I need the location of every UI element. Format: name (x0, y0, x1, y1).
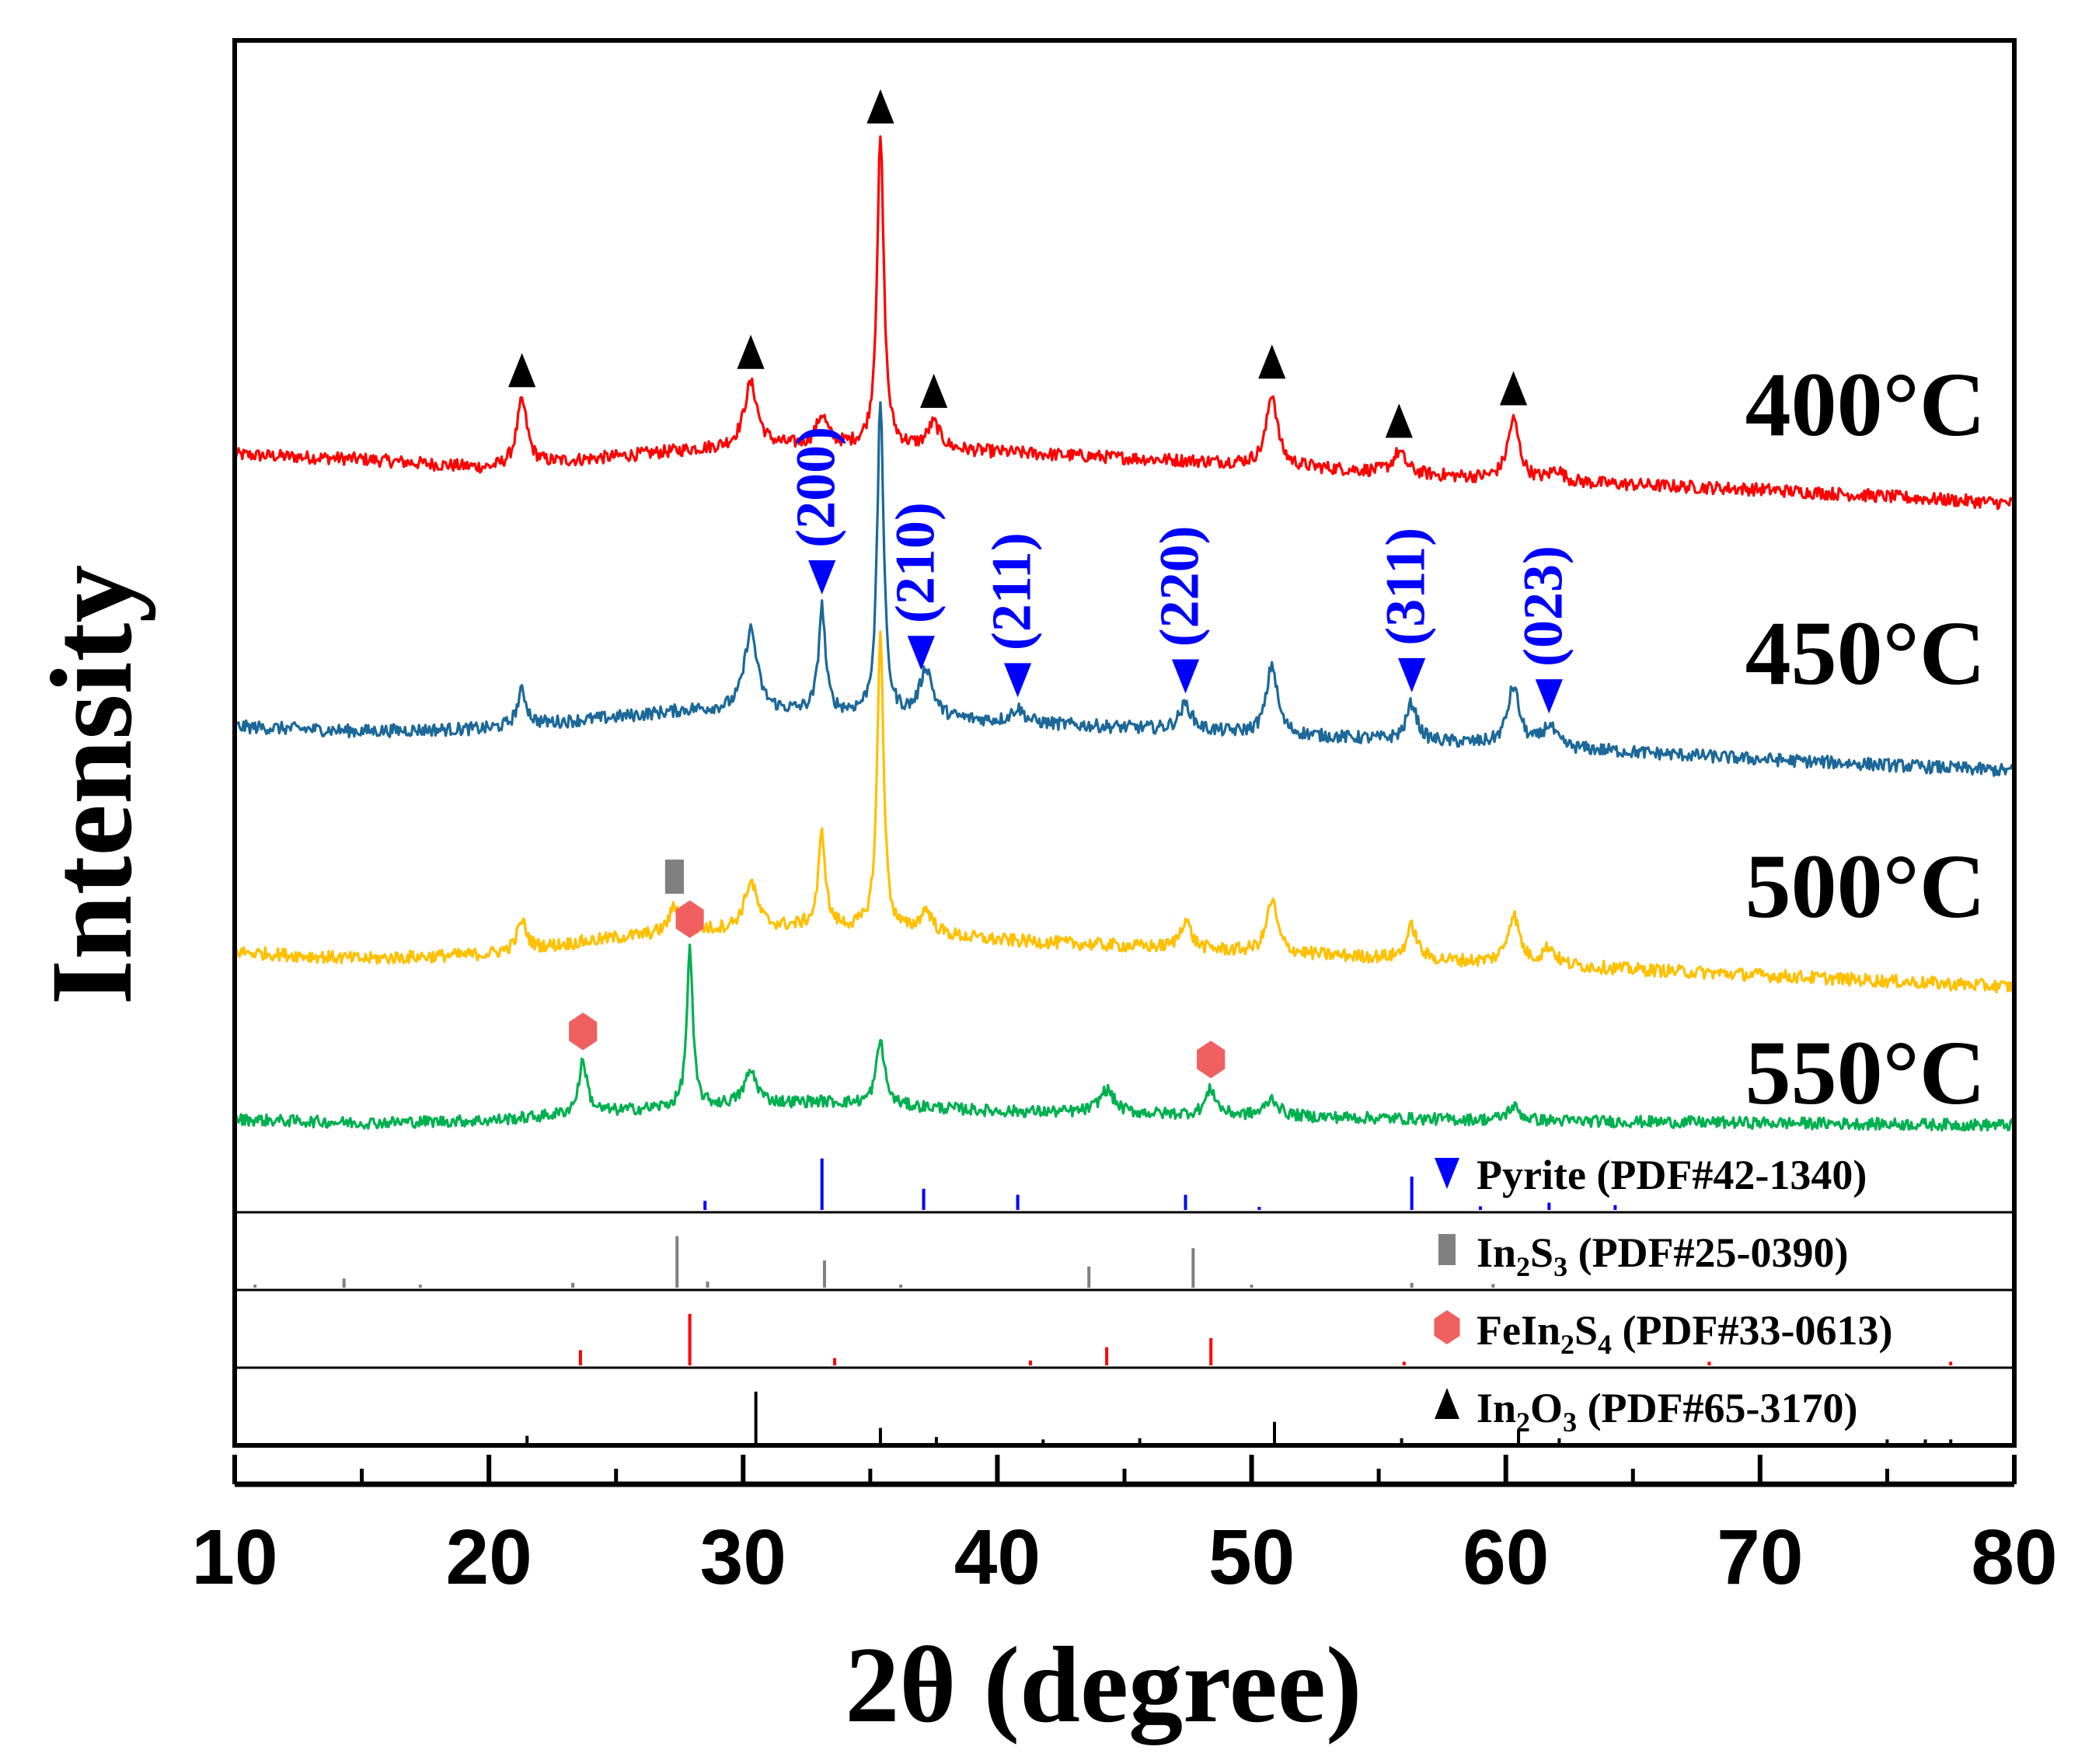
label-part: FeIn (1477, 1307, 1560, 1354)
label-part: 2 (1560, 1329, 1574, 1360)
series-label: 450°C (1745, 602, 1986, 704)
legend-symbol (1434, 1310, 1460, 1344)
x-axis-label: 2θ (degree) (845, 1625, 1362, 1745)
reference-label: FeIn2S4 (PDF#33-0613) (1477, 1307, 1892, 1360)
peak-marker-in2o3 (1499, 371, 1528, 406)
reference-label: In2O3 (PDF#65-3170) (1477, 1385, 1857, 1438)
label-part: In (1477, 1385, 1516, 1431)
peak-marker-pyrite (1535, 679, 1563, 714)
label-part: 3 (1553, 1251, 1567, 1282)
series-line-1 (233, 401, 2016, 777)
peak-marker-in2o3 (866, 89, 894, 124)
label-part: 2 (1516, 1251, 1530, 1282)
series-line-3 (233, 943, 2016, 1132)
miller-index-label: (311) (1375, 528, 1437, 646)
legend-symbol (1438, 1234, 1456, 1265)
reference-label: In2S3 (PDF#25-0390) (1477, 1229, 1849, 1282)
label-part: 4 (1598, 1329, 1612, 1360)
x-tick-label: 40 (954, 1514, 1041, 1601)
miller-index-labels: (200) (210) (211) (220) (311) (023) (785, 427, 1574, 667)
label-part: 2 (1516, 1407, 1530, 1438)
series-line-2 (234, 630, 2016, 994)
axes: 10 20 30 40 50 60 70 80 (191, 38, 2058, 1601)
reference-label: Pyrite (PDF#42-1340) (1477, 1152, 1867, 1198)
peak-marker-fein2s4 (569, 1013, 598, 1051)
y-axis-label: Intensity (27, 565, 156, 1006)
series-label: 400°C (1745, 354, 1986, 455)
miller-index-label: (023) (1511, 546, 1574, 667)
peak-marker-in2o3 (737, 334, 765, 369)
label-part: 3 (1563, 1407, 1577, 1438)
miller-index-label: (220) (1149, 525, 1211, 647)
x-tick-label: 80 (1971, 1514, 2057, 1601)
peak-marker-in2o3 (1258, 344, 1286, 379)
miller-index-label: (210) (884, 502, 946, 623)
peak-marker-pyrite (1398, 657, 1426, 692)
miller-index-label: (211) (981, 532, 1043, 650)
series-line-0 (233, 135, 2014, 511)
x-tick-label: 50 (1208, 1514, 1295, 1601)
label-code: (PDF#65-3170) (1577, 1385, 1857, 1431)
peak-marker-pyrite (907, 636, 935, 671)
x-tick-label: 30 (700, 1514, 786, 1601)
x-tick-label: 10 (191, 1514, 277, 1601)
label-part: S (1530, 1229, 1553, 1276)
series-label: 550°C (1745, 1022, 1986, 1124)
reference-panels: Pyrite (PDF#42-1340)In2S3 (PDF#25-0390)F… (235, 1152, 2014, 1443)
peak-marker-in2o3 (1385, 403, 1413, 438)
peak-marker-fein2s4 (1197, 1041, 1226, 1079)
miller-index-label: (200) (785, 427, 847, 548)
peak-marker-pyrite (1171, 659, 1200, 694)
peak-marker-in2o3 (508, 353, 536, 388)
x-tick-label: 20 (446, 1514, 532, 1601)
label-part: S (1574, 1307, 1598, 1354)
peak-marker-in2o3 (920, 373, 948, 408)
series-labels: 400°C 450°C 500°C 550°C (1745, 354, 1986, 1124)
label-part: In (1477, 1229, 1516, 1276)
peak-markers (508, 89, 1563, 1079)
peak-marker-in2s3 (664, 859, 685, 894)
legend-symbol (1435, 1388, 1459, 1419)
peak-marker-pyrite (1004, 663, 1032, 698)
peak-marker-pyrite (808, 560, 836, 595)
peak-marker-fein2s4 (675, 900, 704, 938)
legend-symbol (1435, 1158, 1459, 1189)
label-part: O (1530, 1385, 1563, 1431)
label-code: (PDF#25-0390) (1567, 1229, 1848, 1276)
label-code: (PDF#33-0613) (1612, 1307, 1892, 1354)
x-tick-label: 70 (1717, 1514, 1803, 1601)
x-tick-label: 60 (1463, 1514, 1549, 1601)
series-label: 500°C (1745, 835, 1986, 937)
pattern-traces (233, 135, 2016, 1132)
